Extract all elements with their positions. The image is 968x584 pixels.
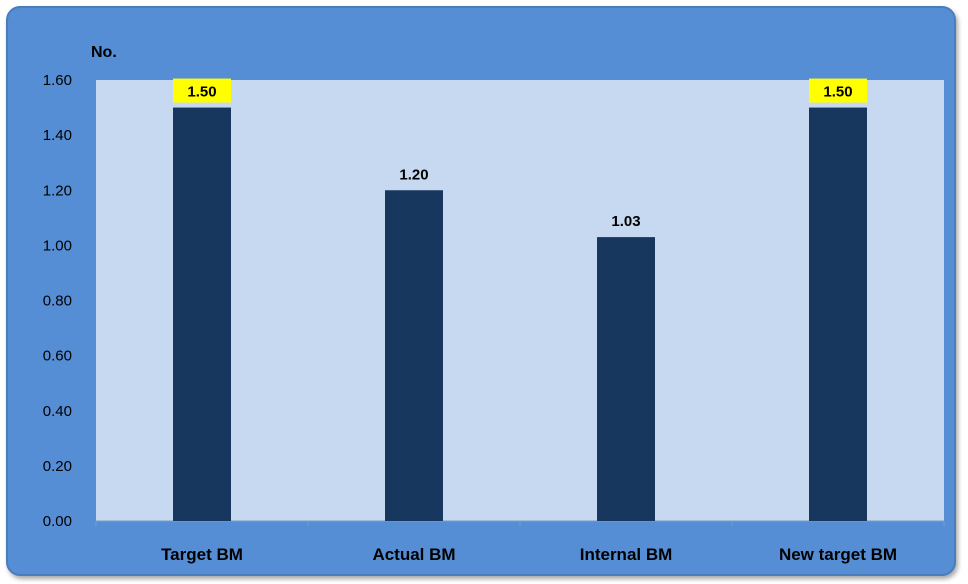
y-tick-label: 0.40	[43, 403, 72, 420]
y-tick-label: 0.20	[43, 458, 72, 475]
y-tick-label: 0.60	[43, 348, 72, 365]
bar	[173, 107, 231, 521]
x-category-label: Target BM	[161, 545, 243, 564]
x-category-label: Actual BM	[372, 545, 455, 564]
x-axis: Target BM Actual BM Internal BM New target …	[95, 521, 945, 564]
bar	[809, 107, 867, 521]
data-label: 1.03	[611, 213, 640, 230]
data-labels: 1.50 1.20 1.03 1.50	[173, 78, 867, 230]
y-tick-label: 1.00	[43, 237, 72, 254]
bar-series	[173, 107, 867, 521]
y-tick-label: 0.00	[43, 513, 72, 530]
data-label-highlight	[809, 78, 867, 103]
x-category-label: Internal BM	[580, 545, 673, 564]
data-label: 1.50	[187, 84, 216, 101]
data-label-highlight	[173, 78, 231, 103]
bar	[385, 190, 443, 521]
y-axis-unit-label: No.	[91, 44, 117, 61]
y-axis: 0.00 0.20 0.40 0.60 0.80 1.00 1.20 1.40 1.60	[43, 72, 72, 530]
data-label: 1.50	[823, 84, 852, 101]
y-tick-label: 0.80	[43, 293, 72, 310]
bar	[597, 237, 655, 521]
y-tick-label: 1.40	[43, 127, 72, 144]
y-tick-label: 1.60	[43, 72, 72, 89]
y-tick-label: 1.20	[43, 182, 72, 199]
x-category-label: New target BM	[779, 545, 897, 564]
data-label: 1.20	[399, 166, 428, 183]
plot-area	[96, 80, 944, 521]
